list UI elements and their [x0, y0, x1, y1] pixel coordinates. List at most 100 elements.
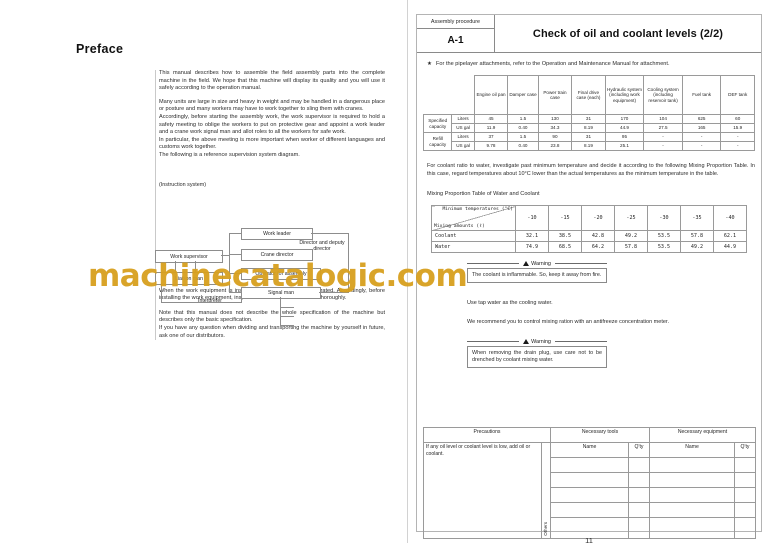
tools-name-cell[interactable] — [550, 487, 629, 503]
equipment-name-cell[interactable] — [649, 457, 735, 473]
capacity-col-cooling-system: Cooling system (including reservoir tank… — [643, 75, 683, 115]
diagram-connector — [311, 233, 349, 234]
tools-qty-cell[interactable] — [628, 472, 650, 488]
closing-paragraph-2: Note that this manual does not describe … — [159, 309, 385, 324]
mixing-cell: 68.5 — [548, 241, 582, 253]
diagram-box-work-leader: Work leader — [241, 228, 313, 240]
diagram-connector — [229, 273, 241, 274]
table-row: US gal 11.9 0.40 34.3 8.19 44.9 27.5 165… — [424, 123, 755, 133]
equipment-qty-cell[interactable] — [733, 457, 757, 473]
mixing-cell: 53.5 — [647, 241, 681, 253]
capacity-row-unit: US gal — [451, 141, 475, 151]
equipment-name-cell[interactable] — [649, 472, 735, 488]
diagram-connector — [221, 255, 229, 256]
equipment-qty-cell[interactable] — [733, 487, 757, 503]
diagram-connector — [280, 307, 294, 308]
diagram-connector — [229, 233, 230, 293]
table-row: US gal 9.78 0.40 23.8 8.19 25.1 - - - — [424, 141, 755, 151]
diagram-connector — [161, 302, 241, 303]
tools-name-cell[interactable] — [550, 502, 629, 518]
capacity-cell: 34.3 — [537, 123, 573, 133]
equipment-name-cell[interactable] — [649, 502, 735, 518]
diagram-box-label: Operator for assembly — [255, 271, 307, 277]
capacity-cell: 15.9 — [720, 123, 755, 133]
equipment-qty-cell[interactable] — [733, 502, 757, 518]
warning-rule-right — [554, 263, 607, 264]
capacity-cell: 104 — [643, 114, 683, 124]
capacity-col-fuel-tank: Fuel tank — [681, 75, 722, 115]
capacity-row-unit: Liters — [451, 114, 475, 124]
equipment-qty-cell[interactable] — [733, 472, 757, 488]
capacity-cell: - — [720, 141, 755, 151]
capacity-table-header-row: Engine oil pan Damper case Power train c… — [423, 75, 755, 115]
capacity-cell: 44.9 — [604, 123, 645, 133]
preface-paragraph-4: In particular, the above meeting is more… — [159, 136, 385, 151]
tools-name-cell[interactable] — [550, 472, 629, 488]
mixing-cell: 42.8 — [581, 230, 615, 242]
star-icon: ★ — [427, 61, 433, 67]
capacity-cell: 130 — [537, 114, 573, 124]
precautions-tools-table: Precautions Necessary tools Necessary eq… — [423, 427, 757, 539]
mixing-temp-col: -10 — [515, 205, 549, 231]
mixing-row-label-coolant: Coolant — [431, 230, 516, 242]
table-row: Coolant 32.1 38.5 42.8 49.2 53.5 57.8 62… — [431, 230, 747, 242]
instruction-system-caption: (Instruction system) — [159, 181, 207, 188]
table-row: If any oil level or coolant level is low… — [423, 442, 757, 539]
table-row — [424, 502, 757, 518]
tools-qty-cell[interactable] — [628, 457, 650, 473]
page-number: 11 — [585, 536, 593, 545]
table-row: Refill capacity Liters 37 1.5 90 31 95 -… — [422, 132, 755, 151]
page-title: Preface — [76, 42, 124, 56]
mixing-temp-col: -15 — [548, 205, 582, 231]
note-tap-water: Use tap water as the cooling water. — [467, 300, 553, 306]
mixing-cell: 49.2 — [614, 230, 648, 242]
mixing-corner-top-label: Minimum temperatures (°C) — [442, 207, 513, 212]
warning-header: Warning — [467, 259, 607, 268]
capacity-cell: 60 — [720, 114, 755, 124]
bottom-col-necessary-tools: Necessary tools — [550, 427, 650, 443]
bottom-table-group-header-row: Precautions Necessary tools Necessary eq… — [423, 427, 757, 443]
capacity-cell: - — [681, 141, 722, 151]
mixing-temp-col: -30 — [647, 205, 681, 231]
bottom-subcol-equipment-name: Name — [649, 442, 735, 458]
capacity-cell: 95 — [604, 132, 645, 142]
tools-qty-cell[interactable] — [628, 502, 650, 518]
procedure-code: A-1 — [447, 35, 464, 46]
mixing-cell: 32.1 — [515, 230, 549, 242]
preface-paragraph-3: Accordingly, before starting the assembl… — [159, 113, 385, 136]
diagram-box-operator-for-assembly: Operator for assembly — [241, 268, 321, 280]
diagram-connector — [348, 233, 349, 292]
capacity-cell: 0.40 — [507, 123, 539, 133]
warning-block-drain-plug: Warning When removing the drain plug, us… — [467, 337, 607, 368]
diagram-connector — [280, 325, 294, 326]
capacity-row-group-refill: Refill capacity — [422, 132, 453, 151]
warning-header: Warning — [467, 337, 607, 346]
capacity-cell: 45 — [473, 114, 509, 124]
mixing-temp-col: -40 — [713, 205, 747, 231]
capacity-cell: 1.5 — [507, 114, 539, 124]
warning-text-box: The coolant is inflammable. So, keep it … — [467, 268, 607, 283]
bottom-subcol-tools-name: Name — [550, 442, 629, 458]
diagram-connector — [229, 292, 241, 293]
others-column: Others — [541, 442, 551, 539]
attachment-note-text: For the pipelayer attachments, refer to … — [436, 61, 670, 67]
diagram-box-label: Work leader — [263, 231, 291, 237]
attachment-note: ★ For the pipelayer attachments, refer to… — [427, 61, 757, 67]
capacity-col-engine-oil-pan: Engine oil pan — [473, 75, 509, 115]
mixing-table-corner: Minimum temperatures (°C) Mixing amounts… — [431, 205, 516, 231]
mixing-cell: 74.9 — [515, 241, 549, 253]
mixing-cell: 53.5 — [647, 230, 681, 242]
mixing-cell: 57.8 — [614, 241, 648, 253]
procedure-title: Check of oil and coolant levels (2/2) — [532, 28, 724, 40]
mixing-cell: 57.8 — [680, 230, 714, 242]
tools-name-cell[interactable] — [550, 457, 629, 473]
mixing-temp-col: -20 — [581, 205, 615, 231]
equipment-name-cell[interactable] — [649, 487, 735, 503]
capacity-cell: 90 — [537, 132, 573, 142]
equipment-qty-cell[interactable] — [733, 517, 757, 539]
tools-qty-cell[interactable] — [628, 487, 650, 503]
preface-paragraph-5: The following is a reference supervision… — [159, 151, 300, 158]
closing-paragraph-3: If you have any question when dividing a… — [159, 324, 385, 339]
right-page: Assembly procedure A-1 Check of oil and … — [408, 0, 768, 545]
warning-rule-left — [467, 263, 520, 264]
